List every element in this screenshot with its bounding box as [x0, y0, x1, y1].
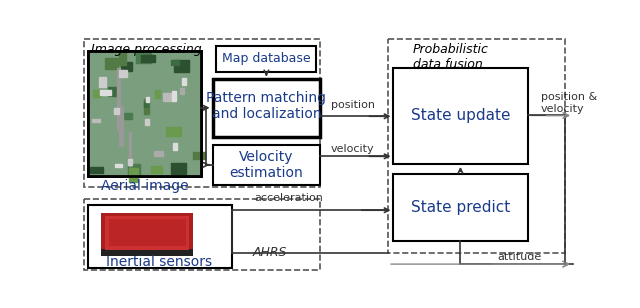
Bar — [394, 174, 528, 241]
Text: Inertial sensors: Inertial sensors — [106, 255, 212, 269]
Text: State update: State update — [411, 108, 510, 123]
Bar — [92, 119, 100, 122]
Text: position &
velocity: position & velocity — [541, 92, 596, 114]
Bar — [99, 77, 106, 87]
Bar — [145, 99, 148, 114]
Text: attitude: attitude — [497, 252, 541, 262]
Bar — [100, 90, 111, 95]
Bar — [84, 39, 320, 187]
Bar — [84, 199, 320, 270]
Bar — [212, 79, 320, 137]
Text: position: position — [331, 100, 375, 110]
Bar — [216, 46, 316, 71]
Text: Probabilistic
data fusion: Probabilistic data fusion — [413, 43, 488, 71]
Bar — [101, 213, 193, 255]
Bar — [173, 143, 177, 150]
Bar — [136, 52, 151, 63]
Bar — [122, 113, 132, 119]
Text: Aerial image: Aerial image — [101, 179, 189, 192]
Bar — [128, 164, 140, 175]
Bar — [182, 79, 186, 85]
Bar — [114, 108, 119, 114]
Bar — [145, 119, 149, 125]
Bar — [120, 70, 127, 77]
Bar — [212, 145, 320, 185]
Text: acceleration: acceleration — [255, 192, 323, 203]
Bar — [120, 52, 125, 65]
Bar — [128, 159, 132, 165]
Bar — [88, 51, 201, 176]
Bar — [120, 63, 132, 71]
Bar — [93, 90, 101, 97]
Bar — [154, 152, 163, 156]
Bar — [109, 219, 186, 246]
Bar — [394, 68, 528, 164]
Bar — [104, 58, 118, 69]
Bar — [172, 91, 176, 101]
Text: Image processing: Image processing — [91, 43, 202, 56]
Bar — [90, 167, 104, 173]
Bar — [180, 88, 184, 94]
Text: AHRS: AHRS — [253, 246, 287, 259]
Text: Velocity
estimation: Velocity estimation — [230, 150, 303, 180]
Bar — [108, 87, 118, 96]
Text: velocity: velocity — [331, 144, 374, 154]
Bar — [129, 132, 131, 166]
Bar — [88, 205, 232, 268]
Bar — [155, 90, 159, 98]
Bar — [101, 249, 193, 256]
Bar — [172, 163, 186, 174]
Bar — [174, 60, 189, 72]
Bar — [119, 106, 123, 146]
Bar — [193, 152, 205, 159]
Text: Map database: Map database — [222, 52, 310, 65]
Bar — [144, 102, 148, 107]
Text: Pattern matching
and localization: Pattern matching and localization — [206, 91, 326, 121]
Bar — [163, 93, 172, 101]
Text: State predict: State predict — [411, 200, 510, 215]
Bar — [105, 216, 189, 250]
Bar — [151, 166, 162, 173]
Bar — [116, 68, 120, 130]
Bar — [388, 39, 565, 253]
Bar — [141, 55, 156, 62]
Bar — [88, 51, 201, 176]
Bar — [88, 51, 201, 176]
Bar — [171, 60, 179, 65]
Bar — [115, 164, 122, 167]
Bar — [166, 127, 180, 136]
Bar — [146, 97, 149, 103]
Bar — [129, 168, 138, 182]
